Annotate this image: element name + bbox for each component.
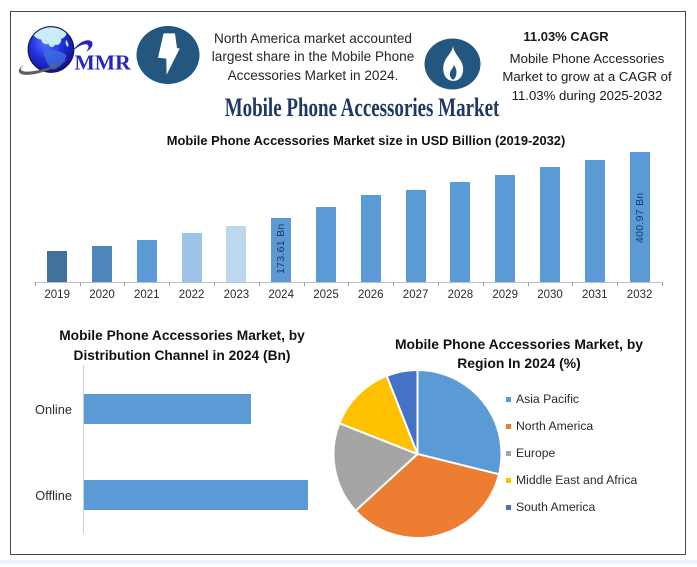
svg-text:MMR: MMR [75, 51, 132, 75]
